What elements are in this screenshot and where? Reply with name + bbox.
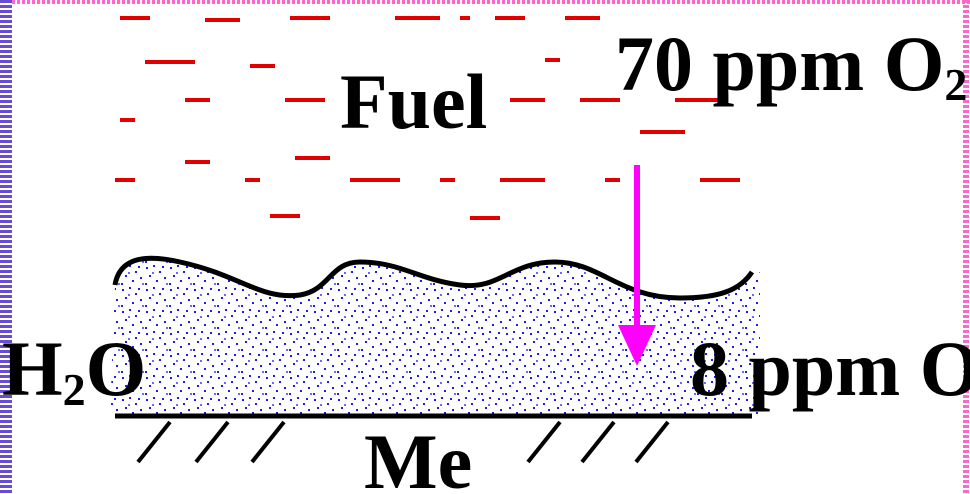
metal-label: Me <box>364 418 472 494</box>
fuel-dashes <box>115 16 740 220</box>
water-layer <box>110 258 760 415</box>
fuel-label: Fuel <box>340 58 487 145</box>
fuel-oxygen-label: 70 ppm O2 <box>615 20 967 110</box>
arrow-head <box>618 325 656 366</box>
fuel-water-interface <box>112 255 755 301</box>
water-label: H2O <box>2 325 146 415</box>
hatching <box>136 420 670 464</box>
water-oxygen-label: 8 ppm O2 <box>690 325 970 415</box>
